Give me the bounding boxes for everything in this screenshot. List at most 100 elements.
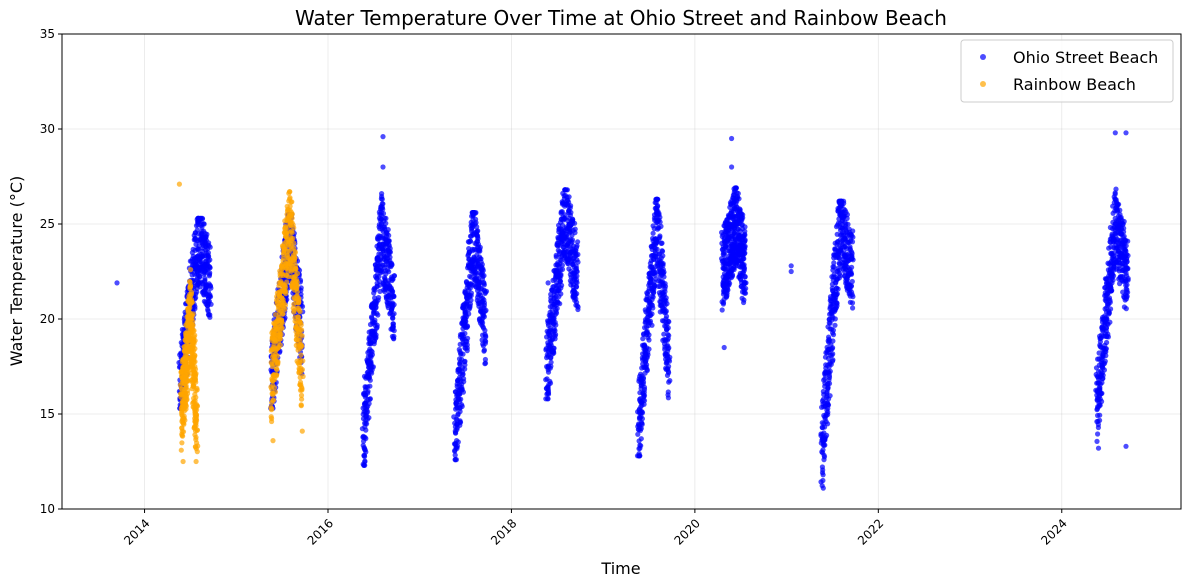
data-point	[283, 289, 289, 295]
data-point	[1125, 265, 1131, 272]
data-point	[638, 436, 644, 442]
data-point	[551, 345, 557, 351]
data-point	[545, 396, 551, 402]
data-point	[1113, 186, 1119, 192]
data-point	[825, 421, 831, 427]
plot-area-frame	[61, 33, 1182, 510]
data-point	[481, 279, 487, 286]
data-point	[292, 255, 298, 261]
data-point	[482, 327, 488, 333]
data-point	[192, 338, 198, 344]
data-point	[1107, 297, 1113, 304]
data-point	[735, 190, 741, 197]
data-point	[207, 314, 213, 320]
data-point	[729, 164, 735, 170]
data-point	[1112, 130, 1118, 136]
y-tick-label: 30	[40, 122, 55, 136]
data-point	[664, 301, 670, 307]
data-point	[280, 297, 286, 303]
data-point	[362, 458, 368, 464]
data-point	[367, 396, 373, 402]
data-point	[665, 325, 671, 331]
data-point	[271, 385, 277, 391]
data-point	[468, 293, 474, 299]
data-point	[1124, 251, 1130, 258]
data-point	[731, 266, 737, 273]
data-point	[1117, 207, 1123, 213]
data-point	[207, 270, 213, 276]
data-point	[658, 240, 664, 246]
data-point	[362, 447, 368, 453]
data-point	[467, 238, 473, 244]
data-point	[637, 453, 643, 459]
data-point	[667, 378, 673, 384]
data-point	[473, 216, 479, 222]
data-point	[300, 373, 306, 380]
y-axis-title: Water Temperature (°C)	[7, 176, 26, 366]
data-point	[452, 452, 458, 458]
data-point	[293, 266, 299, 272]
data-point	[666, 333, 672, 339]
data-point	[277, 336, 283, 342]
data-point	[382, 215, 388, 221]
data-point	[193, 436, 199, 443]
x-axis-ticks: 2014 2016 2018 2020 2022 2024	[121, 509, 1070, 548]
data-point	[646, 274, 652, 280]
data-point	[468, 297, 474, 303]
data-point	[1108, 306, 1114, 312]
data-point	[369, 352, 375, 358]
data-point	[666, 358, 673, 364]
data-point	[193, 291, 199, 297]
data-point	[1124, 282, 1130, 288]
data-point	[187, 284, 194, 290]
data-point	[189, 299, 195, 305]
data-point	[473, 270, 479, 276]
data-point	[1121, 225, 1127, 231]
data-point	[743, 285, 749, 292]
data-point	[641, 398, 648, 404]
data-point	[294, 283, 300, 289]
data-point	[391, 333, 397, 339]
data-point	[295, 270, 301, 277]
data-point	[369, 370, 375, 376]
data-point	[199, 216, 206, 222]
data-point	[827, 393, 833, 399]
data-point	[373, 304, 379, 310]
data-point	[298, 352, 304, 358]
data-point	[741, 266, 747, 272]
data-point	[639, 410, 646, 416]
data-point	[380, 164, 386, 170]
data-point	[207, 257, 213, 263]
data-point	[483, 338, 489, 344]
data-point	[277, 342, 283, 348]
data-point	[788, 263, 794, 269]
data-point	[176, 181, 182, 187]
data-point	[383, 220, 389, 226]
data-point	[640, 376, 647, 382]
data-point	[390, 321, 396, 327]
data-point	[299, 396, 305, 402]
chart-title: Water Temperature Over Time at Ohio Stre…	[295, 6, 947, 30]
legend-label-ohio: Ohio Street Beach	[1013, 48, 1158, 67]
data-point	[207, 264, 213, 270]
data-point	[832, 316, 838, 322]
data-point	[1104, 316, 1110, 322]
data-point	[1125, 238, 1131, 244]
data-point	[651, 282, 657, 288]
data-point	[638, 443, 644, 449]
data-point	[725, 287, 731, 293]
data-point	[192, 332, 198, 338]
data-point	[831, 264, 837, 270]
data-point	[835, 286, 841, 292]
data-point	[391, 328, 397, 334]
data-point	[1102, 358, 1108, 364]
data-point	[373, 334, 379, 340]
y-tick-label: 20	[40, 312, 55, 326]
data-point	[194, 227, 200, 233]
data-point	[180, 458, 186, 465]
x-tick-label: 2016	[305, 516, 336, 547]
data-point	[641, 389, 647, 395]
legend: Ohio Street Beach Rainbow Beach	[960, 39, 1174, 103]
data-point	[740, 215, 746, 221]
data-point	[367, 383, 373, 389]
